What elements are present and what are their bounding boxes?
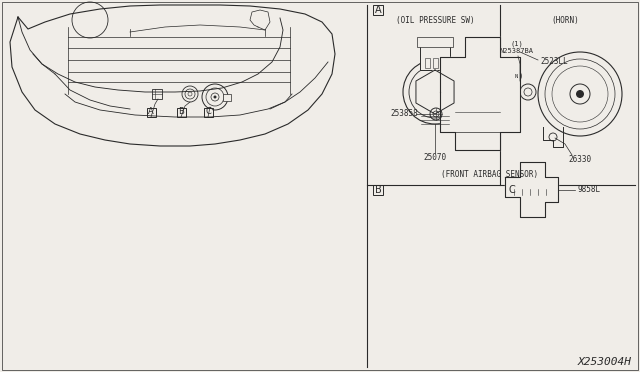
Text: B: B <box>178 108 184 116</box>
Circle shape <box>576 90 584 98</box>
Text: A: A <box>148 108 154 116</box>
Text: (1): (1) <box>511 41 524 47</box>
Bar <box>420 45 450 70</box>
Bar <box>417 37 453 47</box>
Text: (FRONT AIRBAG SENSOR): (FRONT AIRBAG SENSOR) <box>442 170 539 179</box>
Text: A: A <box>374 5 381 15</box>
Bar <box>223 94 231 101</box>
Bar <box>507 185 517 195</box>
Text: X253004H: X253004H <box>578 357 632 367</box>
Polygon shape <box>505 162 558 217</box>
Text: 26330: 26330 <box>568 154 591 164</box>
Bar <box>373 5 383 15</box>
Text: 2523LL: 2523LL <box>540 58 568 67</box>
Text: 9858L: 9858L <box>577 186 600 195</box>
Text: C: C <box>509 185 515 195</box>
Polygon shape <box>440 37 520 150</box>
Text: (HORN): (HORN) <box>551 16 579 25</box>
Bar <box>425 58 430 68</box>
Bar <box>373 185 383 195</box>
Text: 253858: 253858 <box>390 109 418 119</box>
Text: N25387BA: N25387BA <box>500 48 534 54</box>
Bar <box>441 58 446 68</box>
Text: B: B <box>374 185 381 195</box>
Bar <box>152 89 162 99</box>
Circle shape <box>214 96 216 99</box>
Bar <box>177 108 186 116</box>
Text: 25070: 25070 <box>424 153 447 161</box>
Bar <box>433 58 438 68</box>
Text: (OIL PRESSURE SW): (OIL PRESSURE SW) <box>396 16 474 25</box>
Bar <box>204 108 212 116</box>
Polygon shape <box>416 70 454 114</box>
Text: N: N <box>515 74 518 78</box>
Text: C: C <box>205 108 211 116</box>
Bar <box>147 108 156 116</box>
